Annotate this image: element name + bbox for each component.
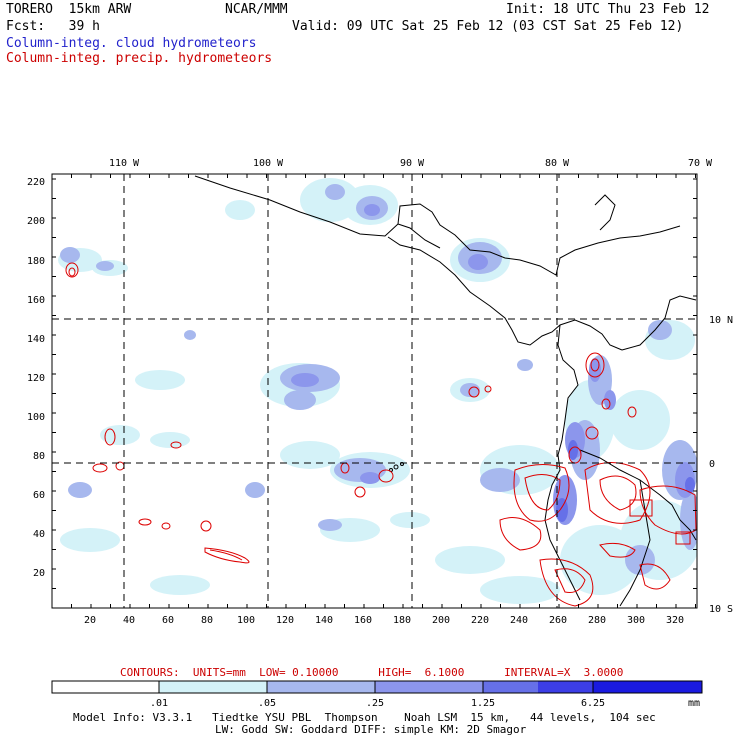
colorbar-swatch — [267, 681, 375, 693]
y-tick-label: 200 — [27, 216, 45, 227]
x-tick-label: 260 — [549, 615, 567, 626]
lon-label-100w: 100 W — [253, 158, 284, 169]
x-tick-label: 160 — [354, 615, 372, 626]
x-tick-label: 60 — [162, 615, 174, 626]
y-tick-label: 100 — [27, 412, 45, 423]
x-tick-label: 300 — [627, 615, 645, 626]
lon-label-80w: 80 W — [545, 158, 570, 169]
x-tick-label: 180 — [393, 615, 411, 626]
colorbar-swatch — [159, 681, 267, 693]
colorbar-label: 6.25 — [581, 698, 605, 709]
x-tick-label: 140 — [315, 615, 333, 626]
lat-label-10n: 10 N — [709, 315, 733, 326]
colorbar-swatch — [593, 681, 702, 693]
y-tick-label: 180 — [27, 256, 45, 267]
x-tick-labels: 20 40 60 80 100 120 140 160 180 200 220 … — [84, 615, 684, 626]
y-tick-labels: 220 200 180 160 140 120 100 80 60 40 20 — [27, 177, 45, 579]
colorbar-label: .01 — [150, 698, 168, 709]
lon-label-110w: 110 W — [109, 158, 140, 169]
valid-time: Valid: 09 UTC Sat 25 Feb 12 (03 CST Sat … — [292, 19, 684, 34]
y-tick-label: 140 — [27, 334, 45, 345]
lat-lon-grid — [52, 174, 697, 608]
x-tick-label: 200 — [432, 615, 450, 626]
init-time: Init: 18 UTC Thu 23 Feb 12 — [506, 2, 710, 17]
contours-info: CONTOURS: UNITS=mm LOW= 0.10000 HIGH= 6.… — [120, 666, 624, 679]
coastlines — [194, 175, 697, 607]
y-tick-label: 40 — [33, 529, 45, 540]
x-tick-label: 40 — [123, 615, 135, 626]
colorbar: .01 .05 .25 1.25 6.25 mm — [51, 680, 703, 709]
lon-label-70w: 70 W — [688, 158, 713, 169]
colorbar-swatch — [52, 681, 159, 693]
y-tick-label: 20 — [33, 568, 45, 579]
precip-contours — [65, 262, 697, 607]
organization: NCAR/MMM — [225, 2, 288, 17]
colorbar-label: .25 — [366, 698, 384, 709]
forecast-hour: Fcst: 39 h — [6, 19, 100, 34]
y-tick-label: 160 — [27, 295, 45, 306]
colorbar-swatch — [483, 681, 538, 693]
lat-label-10s: 10 S — [709, 604, 733, 615]
x-tick-label: 220 — [471, 615, 489, 626]
field-precip-label: Column-integ. precip. hydrometeors — [6, 51, 273, 66]
field-cloud-label: Column-integ. cloud hydrometeors — [6, 36, 257, 51]
colorbar-swatch — [375, 681, 483, 693]
model-physics: LW: Godd SW: Goddard DIFF: simple KM: 2D… — [215, 723, 527, 736]
model-info: Model Info: V3.3.1 Tiedtke YSU PBL Thomp… — [73, 711, 656, 724]
lat-label-0: 0 — [709, 459, 715, 470]
x-tick-label: 100 — [237, 615, 255, 626]
axis-ticks — [51, 174, 697, 609]
x-tick-label: 80 — [201, 615, 213, 626]
y-tick-label: 80 — [33, 451, 45, 462]
x-tick-label: 320 — [666, 615, 684, 626]
plot-border — [51, 173, 698, 609]
y-tick-label: 60 — [33, 490, 45, 501]
x-tick-label: 120 — [276, 615, 294, 626]
y-tick-label: 120 — [27, 373, 45, 384]
cloud-shading — [58, 178, 697, 604]
x-tick-label: 20 — [84, 615, 96, 626]
x-tick-label: 280 — [588, 615, 606, 626]
model-title: TORERO 15km ARW — [6, 2, 132, 17]
colorbar-border — [51, 680, 703, 694]
x-tick-label: 240 — [510, 615, 528, 626]
colorbar-label: .05 — [258, 698, 276, 709]
colorbar-label: 1.25 — [471, 698, 495, 709]
y-tick-label: 220 — [27, 177, 45, 188]
lon-label-90w: 90 W — [400, 158, 425, 169]
colorbar-swatch — [538, 681, 593, 693]
colorbar-units: mm — [688, 698, 700, 709]
